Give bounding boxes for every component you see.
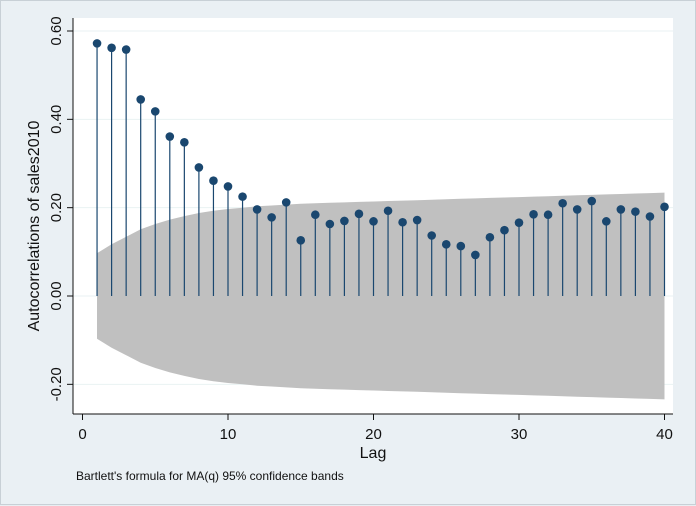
point-lag-20 [369, 217, 378, 226]
point-lag-18 [340, 216, 349, 226]
point-lag-13 [267, 213, 276, 222]
point-lag-2 [107, 43, 116, 53]
point-lag-35 [587, 196, 597, 206]
point-lag-28 [485, 232, 495, 242]
point-lag-3 [121, 45, 131, 54]
chart-note: Bartlett's formula for MA(q) 95% confide… [76, 469, 344, 483]
y-tick-label: 0.40 [48, 105, 65, 134]
point-lag-26 [456, 241, 466, 251]
point-lag-19 [354, 209, 364, 219]
point-lag-27 [471, 250, 480, 260]
y-tick-label: -0.20 [48, 367, 65, 401]
point-lag-31 [529, 209, 538, 219]
point-lag-39 [645, 212, 655, 221]
point-lag-30 [514, 218, 524, 227]
point-lag-5 [150, 107, 160, 116]
point-lag-24 [427, 231, 437, 240]
point-lag-40 [660, 202, 669, 212]
x-tick-label: 40 [656, 426, 673, 443]
point-lag-16 [311, 210, 320, 220]
y-tick-label: 0.60 [48, 16, 65, 45]
x-tick-label: 0 [78, 426, 86, 443]
stems [96, 43, 666, 296]
point-lag-1 [92, 39, 102, 48]
point-lag-17 [325, 219, 335, 229]
point-lag-11 [238, 192, 247, 201]
x-tick-label: 10 [220, 426, 237, 443]
point-lag-6 [165, 132, 175, 141]
y-axis-label: Autocorrelations of sales2010 [26, 121, 43, 332]
points [92, 39, 669, 260]
point-lag-21 [383, 206, 393, 216]
point-lag-23 [412, 215, 422, 225]
point-lag-33 [558, 198, 567, 208]
point-lag-7 [180, 138, 189, 147]
confidence-band [97, 192, 665, 400]
point-lag-34 [572, 205, 582, 214]
y-tick-label: 0.20 [48, 193, 65, 222]
point-lag-25 [441, 240, 451, 249]
point-lag-14 [281, 198, 291, 207]
tick-labels: -0.20 0.00 0.20 0.40 0.60 0 10 20 30 40 [48, 16, 673, 443]
point-lag-15 [296, 236, 306, 245]
x-axis-label: Lag [360, 445, 387, 462]
point-lag-22 [398, 217, 407, 227]
x-tick-label: 30 [511, 426, 528, 443]
point-lag-37 [616, 205, 626, 214]
y-tick-label: 0.00 [48, 281, 65, 310]
point-lag-8 [194, 163, 204, 172]
point-lag-29 [500, 225, 509, 235]
point-lag-38 [631, 207, 640, 216]
point-lag-32 [543, 210, 553, 220]
point-lag-12 [252, 205, 262, 214]
axes [67, 18, 673, 420]
point-lag-9 [209, 176, 218, 186]
x-tick-label: 20 [365, 426, 382, 443]
point-lag-10 [223, 182, 233, 191]
point-lag-4 [136, 95, 145, 104]
point-lag-36 [602, 217, 611, 226]
